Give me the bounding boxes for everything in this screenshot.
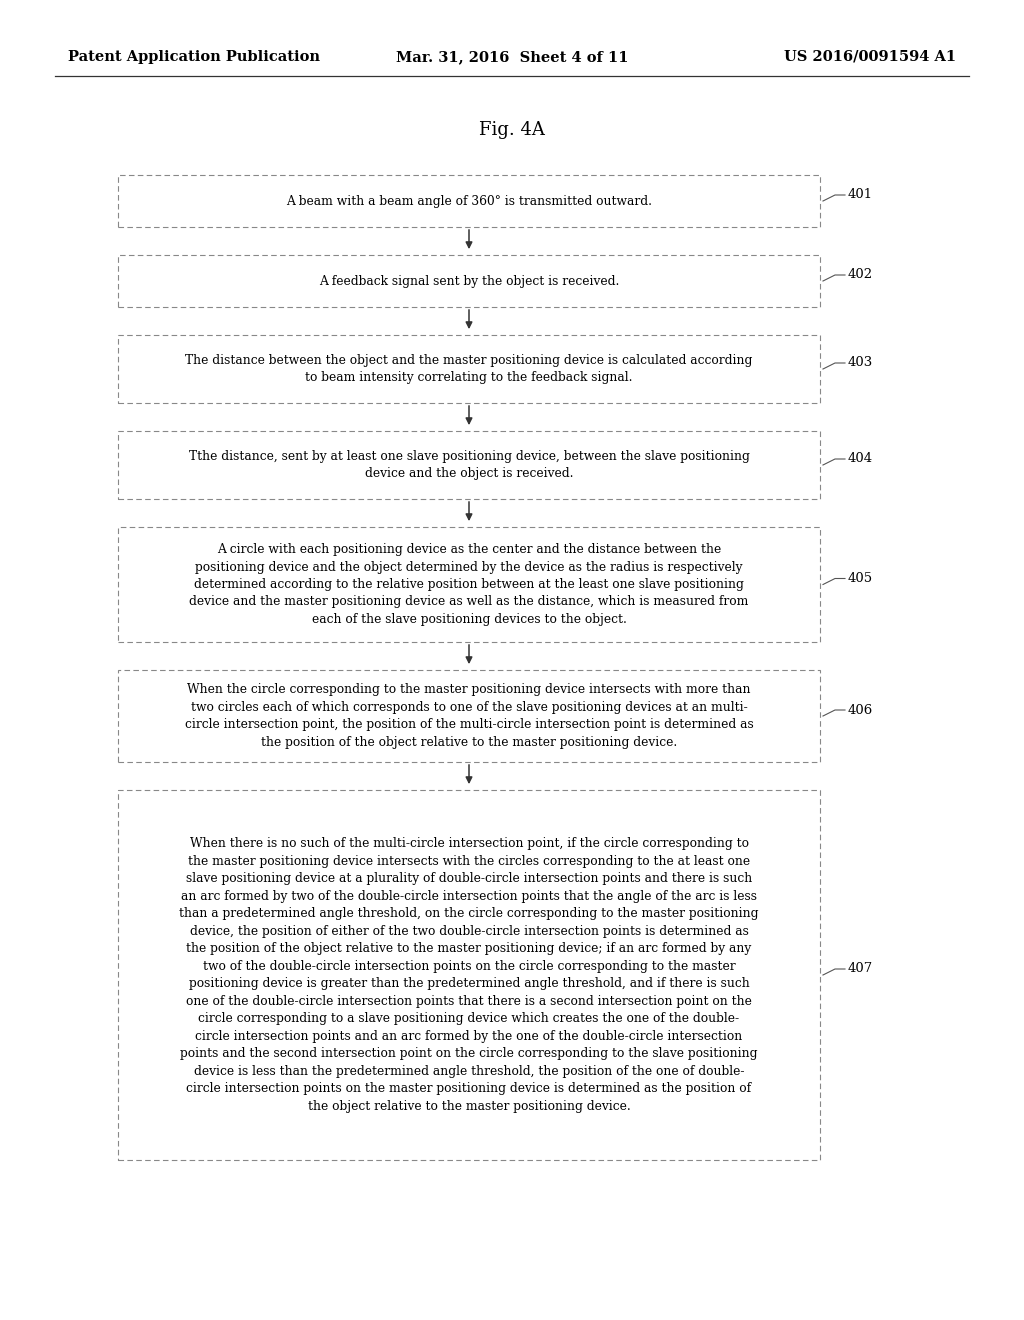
Text: 406: 406	[848, 704, 873, 717]
Text: When the circle corresponding to the master positioning device intersects with m: When the circle corresponding to the mas…	[184, 684, 754, 748]
Text: Mar. 31, 2016  Sheet 4 of 11: Mar. 31, 2016 Sheet 4 of 11	[395, 50, 629, 63]
Bar	[118, 176, 820, 227]
Text: A beam with a beam angle of 360° is transmitted outward.: A beam with a beam angle of 360° is tran…	[286, 194, 652, 207]
Text: Patent Application Publication: Patent Application Publication	[68, 50, 319, 63]
Text: A feedback signal sent by the object is received.: A feedback signal sent by the object is …	[318, 275, 620, 288]
Text: When there is no such of the multi-circle intersection point, if the circle corr: When there is no such of the multi-circl…	[179, 837, 759, 1113]
Text: The distance between the object and the master positioning device is calculated : The distance between the object and the …	[185, 354, 753, 384]
Text: A circle with each positioning device as the center and the distance between the: A circle with each positioning device as…	[189, 543, 749, 626]
Text: 407: 407	[848, 962, 873, 975]
Text: Fig. 4A: Fig. 4A	[479, 121, 545, 139]
Bar	[118, 255, 820, 308]
Bar	[118, 789, 820, 1160]
Bar	[118, 671, 820, 762]
Text: 401: 401	[848, 189, 873, 202]
Text: 402: 402	[848, 268, 873, 281]
Text: 404: 404	[848, 453, 873, 466]
Bar	[118, 432, 820, 499]
Text: US 2016/0091594 A1: US 2016/0091594 A1	[784, 50, 956, 63]
Bar	[118, 527, 820, 642]
Text: 403: 403	[848, 356, 873, 370]
Bar	[118, 335, 820, 403]
Text: Tthe distance, sent by at least one slave positioning device, between the slave : Tthe distance, sent by at least one slav…	[188, 450, 750, 480]
Text: 405: 405	[848, 572, 873, 585]
